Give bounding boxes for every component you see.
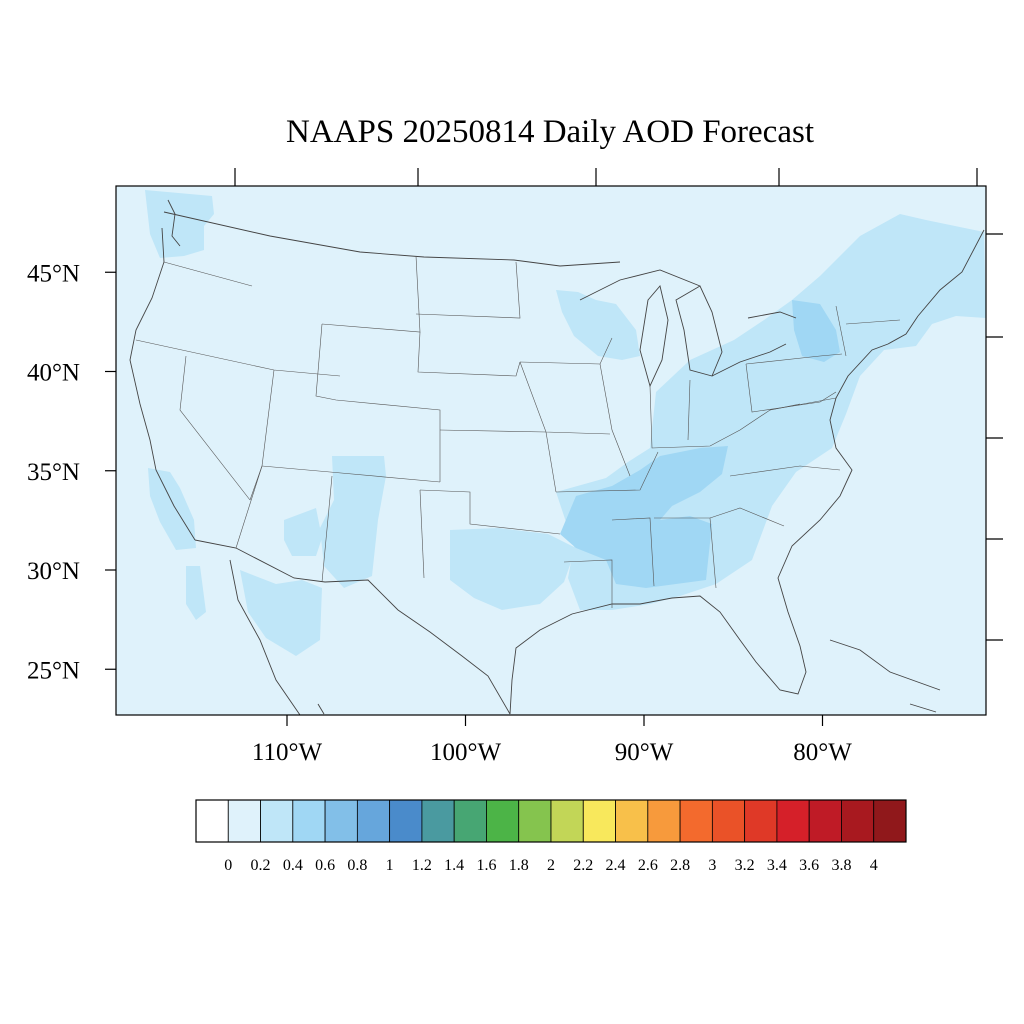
colorbar-label: 3.2 [735,857,755,874]
aod-region-california [148,468,196,550]
map-frame [115,185,987,716]
lat-label: 25°N [27,657,80,684]
colorbar-swatch [389,799,423,843]
colorbar-swatch [744,799,778,843]
colorbar-label: 3 [708,857,716,874]
colorbar-swatch [260,799,294,843]
colorbar-label: 2.4 [606,857,626,874]
colorbar-swatch [227,799,261,843]
longitude-labels: 110°W 100°W 90°W 80°W [252,739,852,766]
latitude-labels: 45°N 40°N 35°N 30°N 25°N [27,260,80,684]
aod-region-sonora [240,570,322,656]
map-panel: 45°N 40°N 35°N 30°N 25°N 110°W 100°W 90°W 80°W [27,168,1003,766]
lon-label: 90°W [615,739,674,766]
colorbar-swatch [711,799,746,843]
aod-region-pacific-nw [145,190,214,258]
aod-region-baja [186,566,206,620]
colorbar-swatch [808,799,842,843]
aod-region-mississippi-valley [560,446,728,588]
aod-region-southern-plains [450,528,576,610]
colorbar-label: 1.8 [509,857,529,874]
colorbar-swatch [647,799,681,843]
colorbar-swatch [421,799,455,843]
colorbar-label: 4 [870,857,878,874]
map-boundaries [129,199,985,715]
colorbar-label: 1 [386,857,394,874]
colorbar-label: 0 [224,857,232,874]
aod-region-new-mexico [320,456,386,588]
colorbar-swatch [324,799,358,843]
colorbar-label: 1.4 [444,857,464,874]
colorbar-label: 3.4 [767,857,787,874]
colorbar-label: 0.8 [347,857,367,874]
colorbar-label: 3.6 [799,857,819,874]
colorbar-swatch [356,799,391,843]
colorbar-swatch [776,799,810,843]
colorbar-swatch [453,799,487,843]
colorbar-label: 0.4 [283,857,303,874]
colorbar-label: 0.6 [315,857,335,874]
colorbar-swatch [195,799,229,843]
colorbar-frame [195,799,907,843]
colorbar-swatch [292,799,326,843]
colorbar-label: 2 [547,857,555,874]
aod-region-arizona [284,508,322,556]
colorbar-label: 1.6 [476,857,496,874]
colorbar-swatch [873,799,907,843]
lat-label: 35°N [27,459,80,486]
lon-label: 100°W [430,739,501,766]
colorbar-swatch [486,799,520,843]
colorbar-label: 2.2 [573,857,593,874]
colorbar-swatch [841,799,875,843]
lat-label: 40°N [27,360,80,387]
lon-label: 110°W [252,739,323,766]
lat-label: 30°N [27,558,80,585]
colorbar-label: 2.8 [670,857,690,874]
colorbar-labels: 0 0.2 0.4 0.6 0.8 1 1.2 1.4 1.6 1.8 2 2.2 2.4 2.6 2.8 3… [224,857,877,874]
aod-region-new-york [792,300,840,362]
colorbar-swatch [679,799,713,843]
aod-shading [145,190,986,656]
colorbar-swatch [615,799,649,843]
state-boundaries [135,255,901,608]
aod-colorbar [195,799,907,843]
colorbar-swatch [518,799,552,843]
map-title: NAAPS 20250814 Daily AOD Forecast [286,114,814,150]
aod-region-upper-midwest [556,290,640,360]
colorbar-label: 2.6 [638,857,658,874]
colorbar-label: 0.2 [251,857,271,874]
lat-label: 45°N [27,260,80,287]
map-tick-marks [105,168,1003,726]
colorbar-label: 3.8 [831,857,851,874]
colorbar-swatch [582,799,616,843]
colorbar-swatch [550,799,584,843]
colorbar-label: 1.2 [412,857,432,874]
lon-label: 80°W [793,739,852,766]
